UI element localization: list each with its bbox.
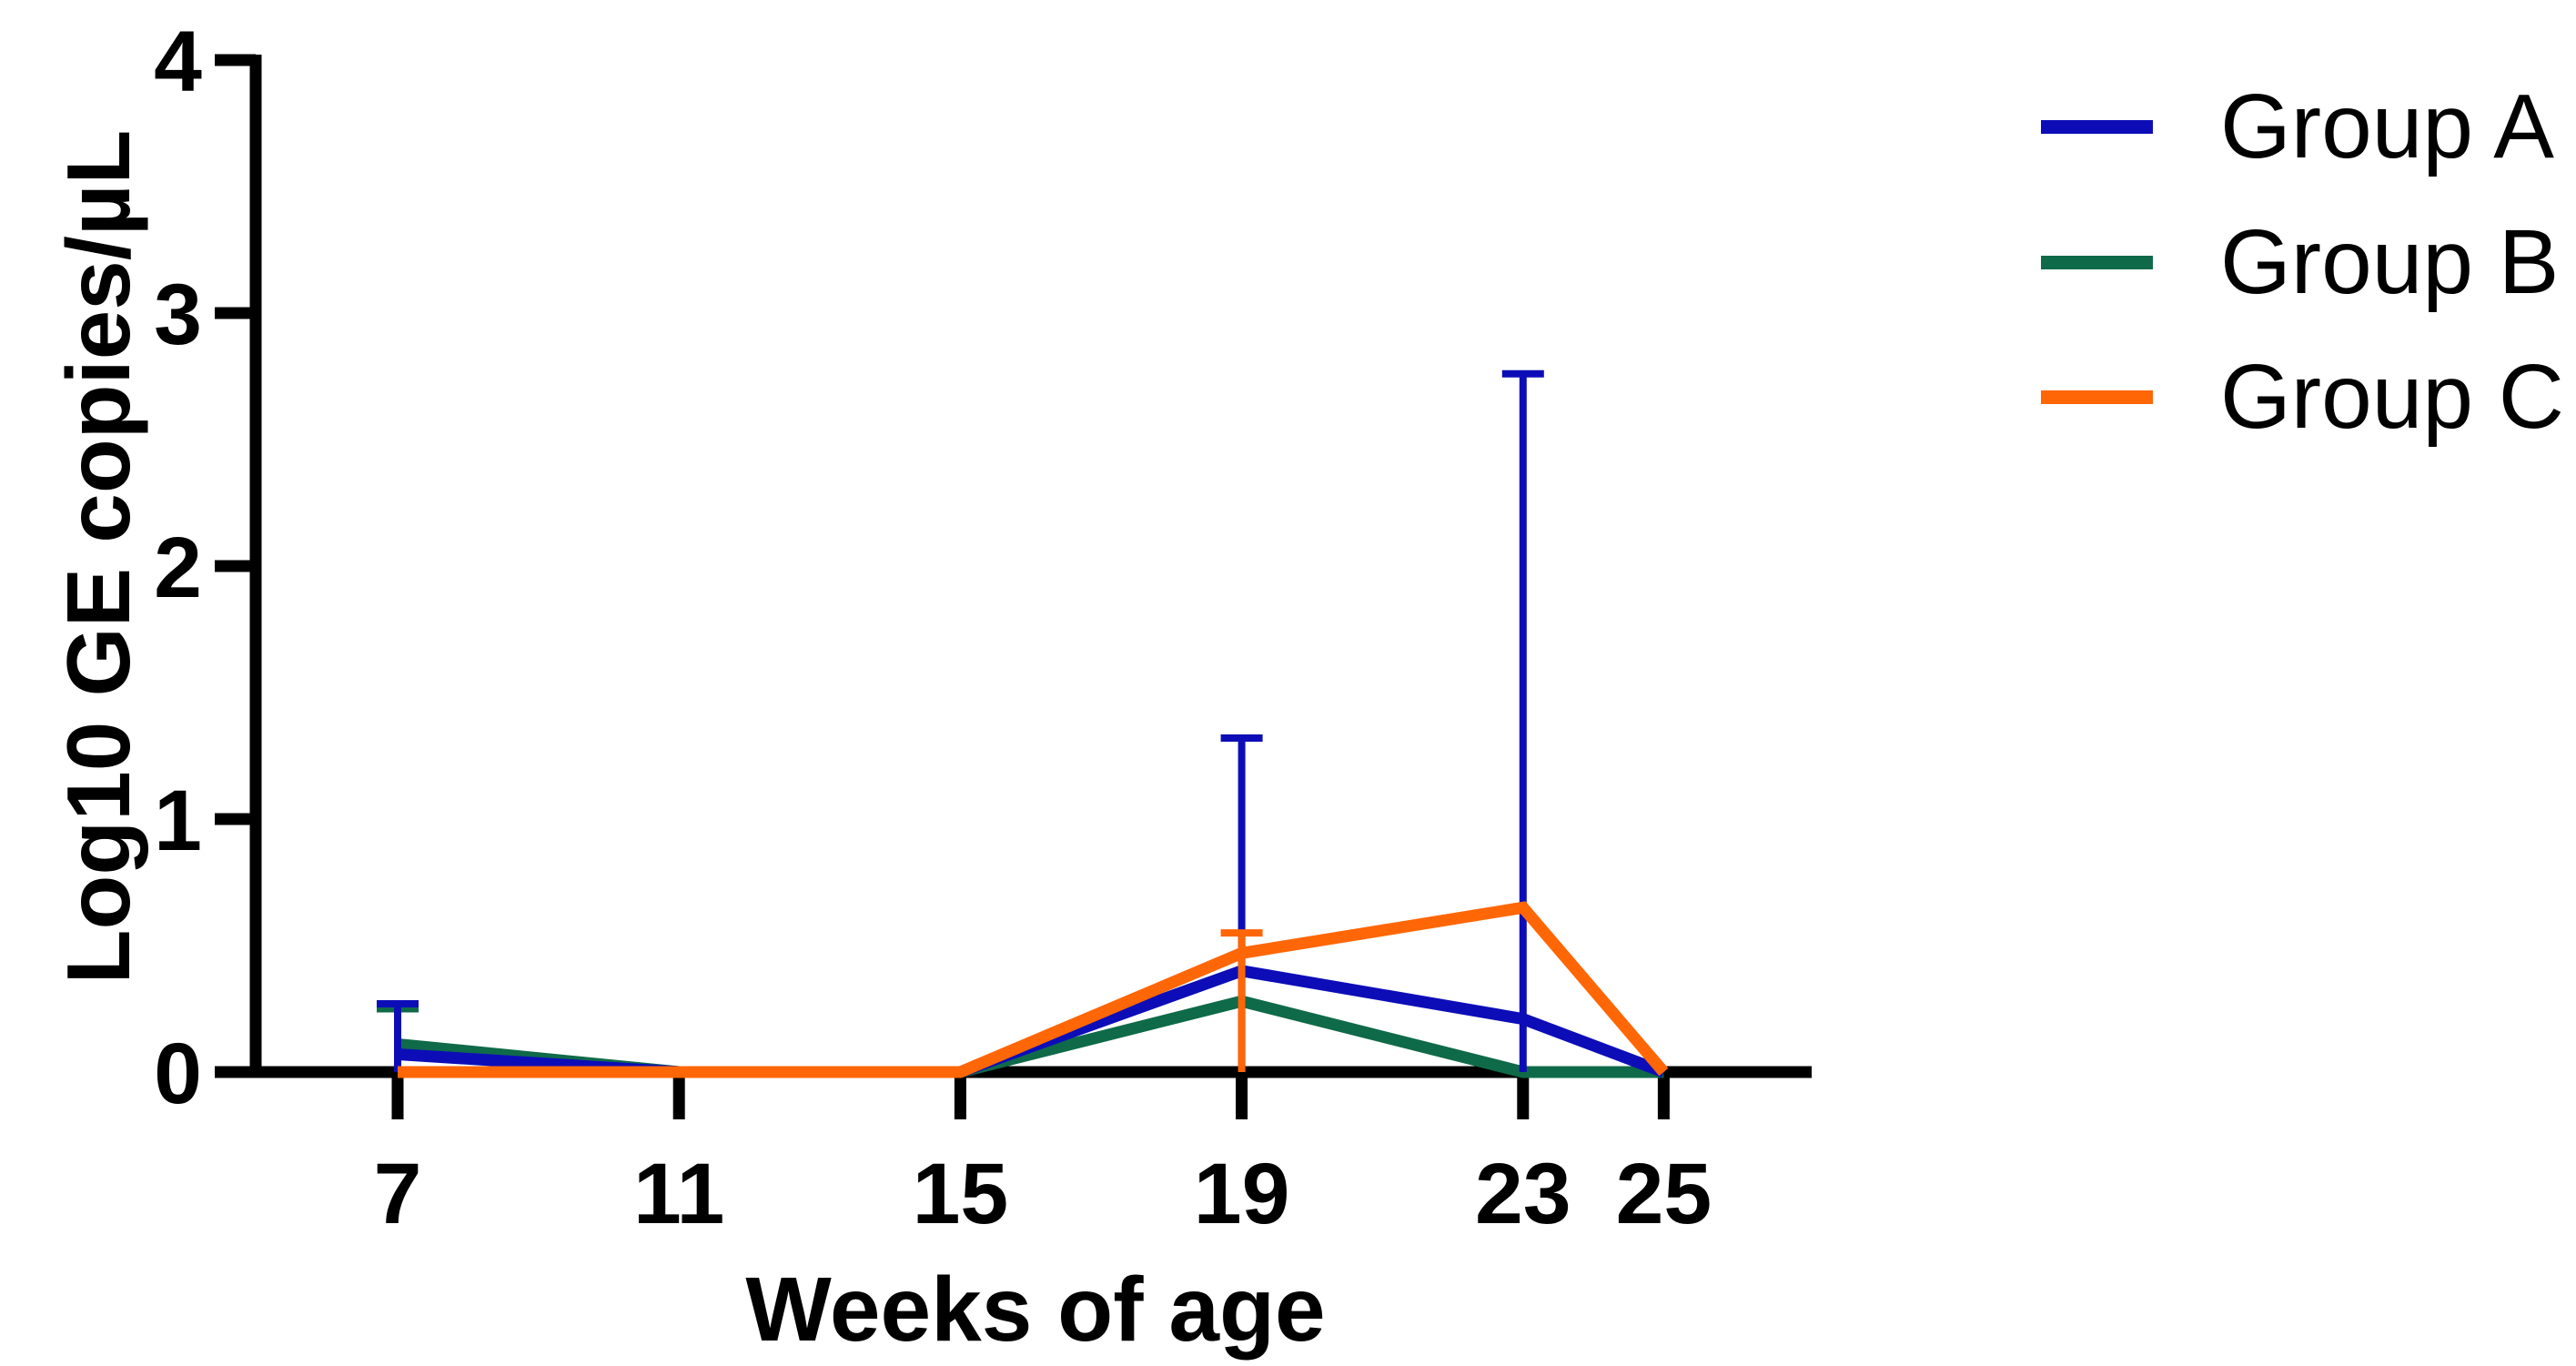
y-tick-label: 0 xyxy=(154,1026,202,1122)
y-tick-label: 2 xyxy=(154,520,202,616)
legend-label-group-b: Group B xyxy=(2220,211,2560,313)
legend-item-group-b: Group B xyxy=(2041,198,2559,326)
y-tick-label: 3 xyxy=(154,267,202,363)
series-group-a xyxy=(377,369,1666,1078)
x-tick-label: 7 xyxy=(374,1146,422,1242)
series-line-group-c xyxy=(398,901,1669,1078)
x-tick-label: 23 xyxy=(1475,1146,1571,1242)
x-axis-title: Weeks of age xyxy=(745,1259,1326,1361)
legend-swatch-group-c xyxy=(2041,390,2153,404)
legend-item-group-a: Group A xyxy=(2041,63,2554,190)
legend-label-group-a: Group A xyxy=(2220,76,2554,177)
x-tick-label: 25 xyxy=(1616,1146,1712,1242)
legend-swatch-group-b xyxy=(2041,255,2153,269)
series-group-c xyxy=(398,901,1669,1078)
legend-label-group-c: Group C xyxy=(2220,346,2564,448)
x-tick-label: 19 xyxy=(1194,1146,1290,1242)
x-tick-label: 11 xyxy=(633,1146,724,1242)
y-axis-title: Log10 GE copies/µL xyxy=(48,129,148,985)
x-tick-label: 15 xyxy=(913,1146,1009,1242)
y-tick-label: 1 xyxy=(154,773,202,869)
legend-swatch-group-a xyxy=(2041,119,2153,134)
y-tick-label: 4 xyxy=(154,14,202,110)
legend-item-group-c: Group C xyxy=(2041,333,2564,460)
